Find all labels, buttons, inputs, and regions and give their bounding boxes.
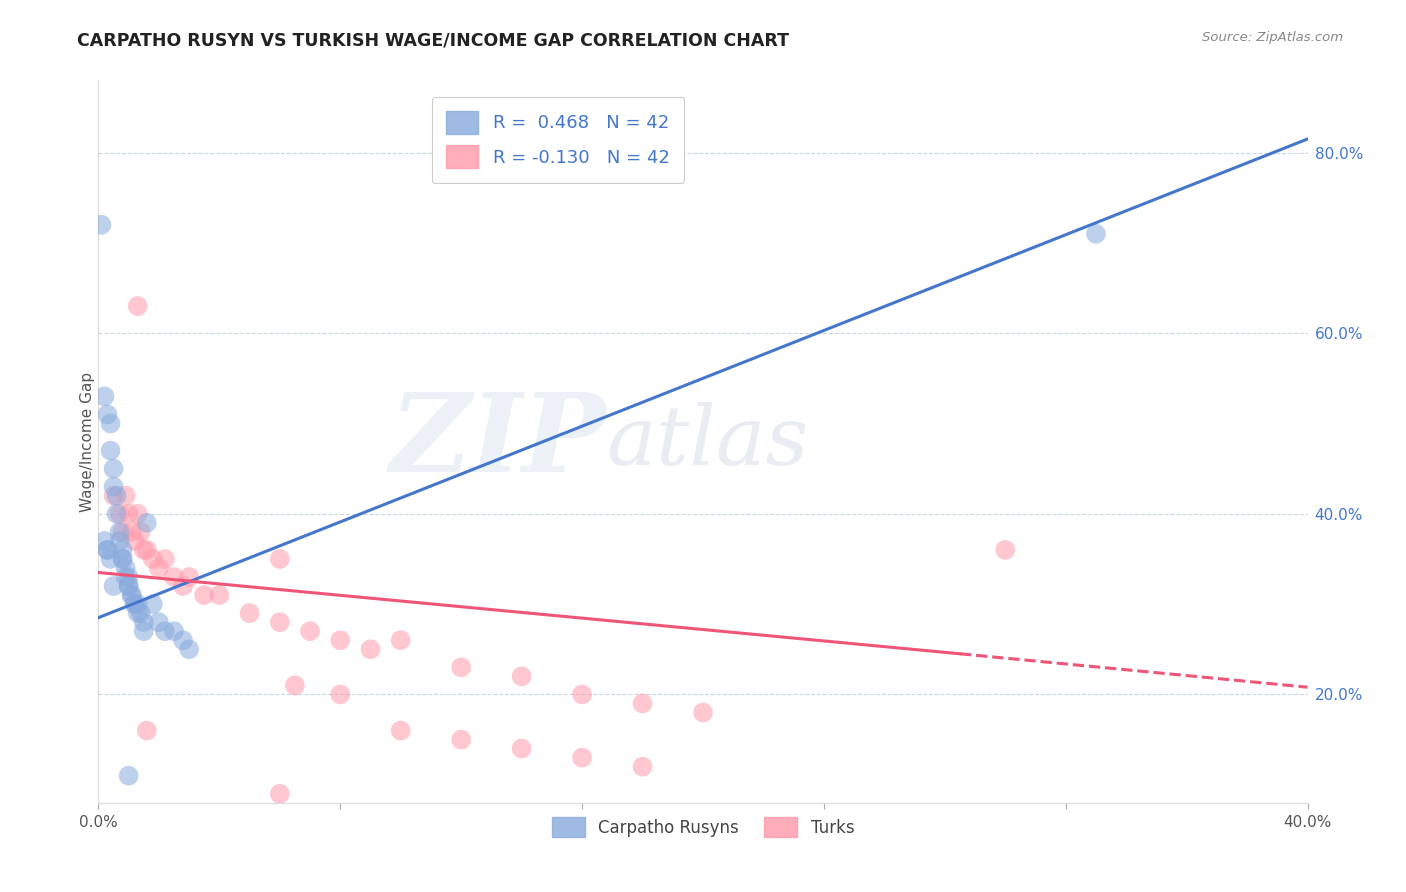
Point xyxy=(90,218,112,232)
Point xyxy=(114,570,136,584)
Point xyxy=(111,542,134,557)
Point xyxy=(239,606,262,620)
Point xyxy=(124,597,146,611)
Point xyxy=(100,552,122,566)
Text: CARPATHO RUSYN VS TURKISH WAGE/INCOME GAP CORRELATION CHART: CARPATHO RUSYN VS TURKISH WAGE/INCOME GA… xyxy=(77,31,789,49)
Point xyxy=(127,507,149,521)
Point xyxy=(269,615,291,630)
Point xyxy=(111,552,134,566)
Y-axis label: Wage/Income Gap: Wage/Income Gap xyxy=(80,371,94,512)
Point xyxy=(135,516,157,530)
Point xyxy=(111,524,134,539)
Point xyxy=(114,561,136,575)
Point xyxy=(692,706,714,720)
Point xyxy=(329,633,352,648)
Point xyxy=(103,579,125,593)
Point xyxy=(93,533,115,548)
Point xyxy=(105,507,128,521)
Point xyxy=(153,624,176,639)
Point xyxy=(103,461,125,475)
Point xyxy=(118,769,141,783)
Point xyxy=(127,597,149,611)
Point xyxy=(450,660,472,674)
Point xyxy=(124,533,146,548)
Point xyxy=(132,542,155,557)
Point xyxy=(389,723,412,738)
Point xyxy=(269,552,291,566)
Point xyxy=(108,524,131,539)
Point xyxy=(208,588,231,602)
Point xyxy=(129,606,152,620)
Point xyxy=(127,299,149,313)
Point xyxy=(510,669,533,683)
Point xyxy=(299,624,322,639)
Text: ZIP: ZIP xyxy=(389,388,606,495)
Point xyxy=(284,678,307,692)
Point xyxy=(118,507,141,521)
Point xyxy=(103,480,125,494)
Point xyxy=(172,633,194,648)
Point xyxy=(96,542,118,557)
Legend: Carpatho Rusyns, Turks: Carpatho Rusyns, Turks xyxy=(543,809,863,845)
Point xyxy=(127,606,149,620)
Point xyxy=(571,750,593,764)
Point xyxy=(132,615,155,630)
Point xyxy=(163,570,186,584)
Point xyxy=(163,624,186,639)
Point xyxy=(111,552,134,566)
Point xyxy=(1085,227,1108,241)
Point xyxy=(100,417,122,431)
Point xyxy=(129,524,152,539)
Point xyxy=(100,443,122,458)
Point xyxy=(179,570,201,584)
Point xyxy=(124,597,146,611)
Point xyxy=(179,642,201,657)
Point xyxy=(142,552,165,566)
Point xyxy=(269,787,291,801)
Point xyxy=(148,561,170,575)
Point xyxy=(118,570,141,584)
Point xyxy=(450,732,472,747)
Point xyxy=(121,588,143,602)
Point xyxy=(93,389,115,403)
Point xyxy=(118,579,141,593)
Point xyxy=(114,489,136,503)
Point xyxy=(510,741,533,756)
Point xyxy=(172,579,194,593)
Point xyxy=(193,588,215,602)
Point xyxy=(108,507,131,521)
Point xyxy=(132,624,155,639)
Point xyxy=(121,524,143,539)
Point xyxy=(105,489,128,503)
Point xyxy=(142,597,165,611)
Point xyxy=(631,697,654,711)
Point xyxy=(96,408,118,422)
Point xyxy=(135,542,157,557)
Text: atlas: atlas xyxy=(606,401,808,482)
Point xyxy=(108,533,131,548)
Point xyxy=(96,542,118,557)
Point xyxy=(153,552,176,566)
Point xyxy=(631,760,654,774)
Point xyxy=(118,579,141,593)
Point xyxy=(121,588,143,602)
Point xyxy=(103,489,125,503)
Point xyxy=(994,542,1017,557)
Point xyxy=(148,615,170,630)
Point xyxy=(389,633,412,648)
Point xyxy=(571,687,593,701)
Text: Source: ZipAtlas.com: Source: ZipAtlas.com xyxy=(1202,31,1343,45)
Point xyxy=(360,642,382,657)
Point xyxy=(135,723,157,738)
Point xyxy=(329,687,352,701)
